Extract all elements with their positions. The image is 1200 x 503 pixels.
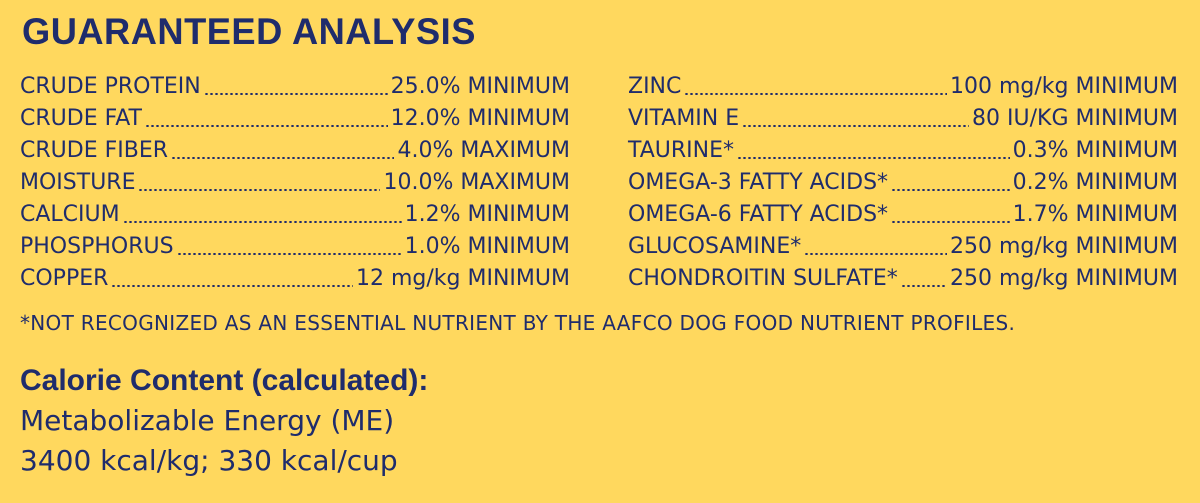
nutrient-name: OMEGA-3 FATTY ACIDS* [628,170,889,195]
nutrient-row: OMEGA-6 FATTY ACIDS* 1.7% MINIMUM [628,199,1178,231]
nutrient-row: CRUDE FAT 12.0% MINIMUM [20,103,570,135]
nutrient-name: VITAMIN E [628,106,740,131]
nutrient-value: 10.0% MAXIMUM [383,170,570,195]
nutrient-name: CRUDE PROTEIN [20,74,201,99]
dot-leader [203,93,388,95]
nutrient-value: 250 mg/kg MINIMUM [950,266,1178,291]
nutrient-value: 100 mg/kg MINIMUM [950,74,1178,99]
nutrient-row: CRUDE FIBER 4.0% MAXIMUM [20,135,570,167]
nutrient-value: 25.0% MINIMUM [390,74,570,99]
dot-leader [891,221,1010,223]
nutrient-row: GLUCOSAMINE* 250 mg/kg MINIMUM [628,231,1178,263]
nutrient-value: 1.7% MINIMUM [1012,202,1178,227]
nutrient-value: 80 IU/KG MINIMUM [972,106,1178,131]
nutrient-row: TAURINE* 0.3% MINIMUM [628,135,1178,167]
nutrient-name: TAURINE* [628,138,735,163]
nutrient-name: CHONDROITIN SULFATE* [628,266,898,291]
metabolizable-energy-label: Metabolizable Energy (ME) [20,404,395,437]
nutrient-value: 0.2% MINIMUM [1012,170,1178,195]
dot-leader [684,93,948,95]
dot-leader [145,125,388,127]
nutrient-row: MOISTURE 10.0% MAXIMUM [20,167,570,199]
nutrient-row: CALCIUM 1.2% MINIMUM [20,199,570,231]
nutrient-value: 1.0% MINIMUM [404,234,570,259]
nutrient-name: CRUDE FIBER [20,138,169,163]
nutrient-name: GLUCOSAMINE* [628,234,802,259]
nutrient-name: OMEGA-6 FATTY ACIDS* [628,202,889,227]
nutrient-row: VITAMIN E 80 IU/KG MINIMUM [628,103,1178,135]
dot-leader [891,189,1010,191]
nutrient-name: MOISTURE [20,170,136,195]
aafco-footnote: *NOT RECOGNIZED AS AN ESSENTIAL NUTRIENT… [20,311,1016,335]
nutrient-value: 4.0% MAXIMUM [397,138,570,163]
dot-leader [176,253,402,255]
dot-leader [171,157,395,159]
nutrient-row: CRUDE PROTEIN 25.0% MINIMUM [20,71,570,103]
nutrient-row: ZINC 100 mg/kg MINIMUM [628,71,1178,103]
nutrient-value: 250 mg/kg MINIMUM [950,234,1178,259]
nutrient-name: CRUDE FAT [20,106,142,131]
nutrient-name: PHOSPHORUS [20,234,174,259]
calorie-content-heading: Calorie Content (calculated): [20,364,429,397]
nutrient-name: ZINC [628,74,682,99]
dot-leader [138,189,381,191]
panel-title: GUARANTEED ANALYSIS [22,11,476,52]
nutrient-column-left: CRUDE PROTEIN 25.0% MINIMUM CRUDE FAT 12… [20,71,570,295]
dot-leader [742,125,970,127]
nutrient-row: PHOSPHORUS 1.0% MINIMUM [20,231,570,263]
dot-leader [122,221,402,223]
nutrient-row: COPPER 12 mg/kg MINIMUM [20,263,570,295]
nutrient-value: 12 mg/kg MINIMUM [356,266,570,291]
nutrient-value: 1.2% MINIMUM [404,202,570,227]
dot-leader [737,157,1010,159]
dot-leader [111,285,354,287]
nutrient-name: CALCIUM [20,202,120,227]
nutrient-column-right: ZINC 100 mg/kg MINIMUM VITAMIN E 80 IU/K… [628,71,1178,295]
dot-leader [900,285,948,287]
nutrient-name: COPPER [20,266,109,291]
dot-leader [804,253,948,255]
nutrient-row: CHONDROITIN SULFATE* 250 mg/kg MINIMUM [628,263,1178,295]
nutrient-row: OMEGA-3 FATTY ACIDS* 0.2% MINIMUM [628,167,1178,199]
nutrient-value: 0.3% MINIMUM [1012,138,1178,163]
calorie-values: 3400 kcal/kg; 330 kcal/cup [20,444,398,477]
nutrient-value: 12.0% MINIMUM [390,106,570,131]
